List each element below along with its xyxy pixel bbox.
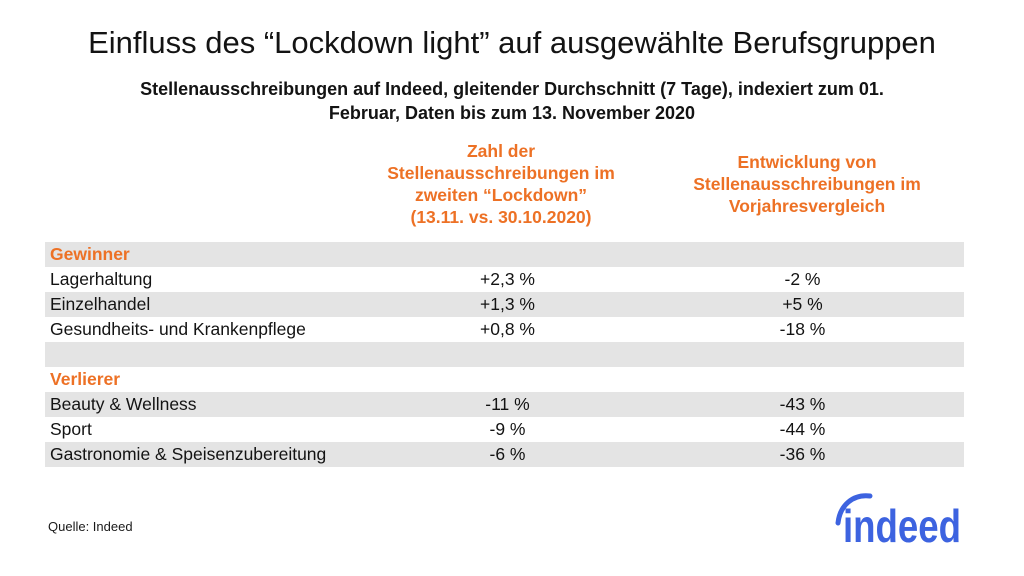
data-table: Gewinner Lagerhaltung +2,3 % -2 % Einzel…	[45, 242, 964, 467]
column-header-line: Entwicklung von	[737, 152, 877, 172]
group-row-gewinner: Gewinner	[45, 242, 964, 267]
cell-yoy-change: -2 %	[784, 269, 821, 289]
page-title: Einfluss des “Lockdown light” auf ausgew…	[88, 25, 936, 60]
cell-lockdown-change: +1,3 %	[480, 294, 535, 314]
column-header-line: zweiten “Lockdown”	[414, 185, 588, 205]
cell-yoy-change: -44 %	[779, 419, 826, 439]
table-row: Lagerhaltung +2,3 % -2 %	[45, 267, 964, 292]
cell-yoy-change: -36 %	[779, 444, 826, 464]
row-label: Gesundheits- und Krankenpflege	[50, 319, 306, 339]
group-label: Verlierer	[50, 369, 121, 389]
source-note: Quelle: Indeed	[48, 519, 133, 534]
table-row: Einzelhandel +1,3 % +5 %	[45, 292, 964, 317]
cell-lockdown-change: +2,3 %	[480, 269, 535, 289]
cell-lockdown-change: -6 %	[489, 444, 526, 464]
page-subtitle: Stellenausschreibungen auf Indeed, gleit…	[0, 77, 1024, 125]
subtitle-line: Stellenausschreibungen auf Indeed, gleit…	[140, 79, 884, 99]
cell-yoy-change: +5 %	[782, 294, 823, 314]
column-headers: Zahl der Stellenausschreibungen im zweit…	[345, 140, 957, 228]
table-row: Sport -9 % -44 %	[45, 417, 964, 442]
spacer-row	[45, 342, 964, 367]
indeed-logo-text: indeed	[843, 500, 961, 547]
column-header-yoy: Entwicklung von Stellenausschreibungen i…	[657, 151, 957, 217]
row-label: Beauty & Wellness	[50, 394, 197, 414]
column-header-line: (13.11. vs. 30.10.2020)	[410, 207, 592, 227]
row-label: Sport	[50, 419, 92, 439]
group-row-verlierer: Verlierer	[45, 367, 964, 392]
cell-lockdown-change: +0,8 %	[480, 319, 535, 339]
column-header-lockdown: Zahl der Stellenausschreibungen im zweit…	[345, 140, 657, 228]
subtitle-line: Februar, Daten bis zum 13. November 2020	[328, 103, 696, 123]
column-header-line: Stellenausschreibungen im	[693, 174, 921, 194]
row-label: Lagerhaltung	[50, 269, 153, 289]
indeed-logo: indeed	[833, 489, 965, 547]
row-label: Einzelhandel	[50, 294, 151, 314]
column-header-line: Stellenausschreibungen im	[387, 163, 615, 183]
table-row: Gastronomie & Speisenzubereitung -6 % -3…	[45, 442, 964, 467]
column-header-line: Zahl der	[466, 141, 536, 161]
cell-yoy-change: -18 %	[779, 319, 826, 339]
table-row: Gesundheits- und Krankenpflege +0,8 % -1…	[45, 317, 964, 342]
table-row: Beauty & Wellness -11 % -43 %	[45, 392, 964, 417]
row-label: Gastronomie & Speisenzubereitung	[50, 444, 327, 464]
cell-lockdown-change: -9 %	[489, 419, 526, 439]
cell-yoy-change: -43 %	[779, 394, 826, 414]
indeed-logo-graphic: indeed	[835, 493, 961, 547]
indeed-swoosh-icon	[835, 493, 873, 526]
cell-lockdown-change: -11 %	[485, 394, 530, 414]
column-header-line: Vorjahresvergleich	[728, 196, 886, 216]
group-label: Gewinner	[50, 244, 130, 264]
